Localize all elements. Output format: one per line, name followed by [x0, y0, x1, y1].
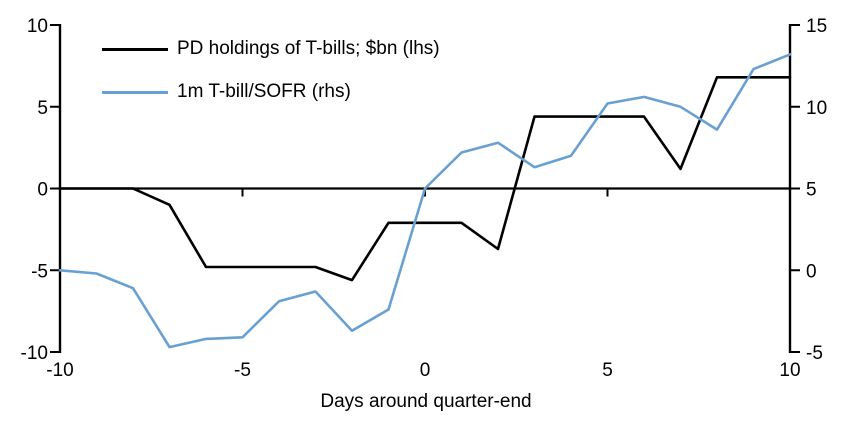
right-tick-label: -5	[806, 343, 823, 364]
series-line-tbill-sofr	[58, 53, 792, 349]
left-tick-label: 0	[37, 180, 48, 201]
legend: PD holdings of T-bills; $bn (lhs) 1m T-b…	[102, 38, 440, 103]
legend-label-pd-holdings: PD holdings of T-bills; $bn (lhs)	[177, 38, 440, 59]
legend-item-pd-holdings: PD holdings of T-bills; $bn (lhs)	[102, 38, 440, 60]
legend-line-swatch-black	[102, 47, 168, 51]
legend-line-swatch-blue	[102, 90, 168, 94]
left-tick-label: -5	[31, 261, 48, 282]
right-tick-label: 0	[806, 261, 817, 282]
left-tick-label: 5	[37, 98, 48, 119]
right-tick-label: 15	[806, 16, 827, 37]
x-tick-label: -5	[234, 360, 251, 381]
legend-label-tbill-sofr: 1m T-bill/SOFR (rhs)	[177, 81, 351, 102]
right-tick-label: 5	[806, 180, 817, 201]
x-tick-label: 5	[602, 360, 613, 381]
x-axis-title: Days around quarter-end	[320, 391, 532, 412]
x-tick-label: -10	[46, 360, 73, 381]
left-tick-label: 10	[27, 16, 48, 37]
series-line-pd-holdings	[58, 76, 792, 282]
right-tick-label: 10	[806, 98, 827, 119]
x-tick-label: 10	[779, 360, 800, 381]
x-tick-label: 0	[420, 360, 431, 381]
legend-item-tbill-sofr: 1m T-bill/SOFR (rhs)	[102, 81, 440, 103]
left-tick-label: -10	[21, 343, 48, 364]
